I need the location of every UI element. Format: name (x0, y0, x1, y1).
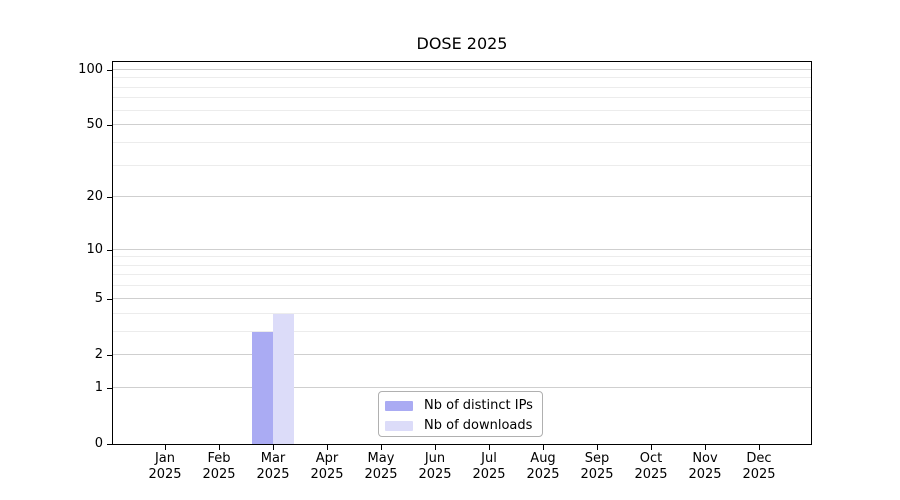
x-tick-label-oct: Oct 2025 (619, 451, 683, 483)
x-tick-mark-may (381, 445, 382, 450)
gridline-minor-30 (113, 164, 811, 166)
gridline-major-1 (113, 386, 811, 388)
y-tick-mark-10 (107, 249, 113, 251)
x-tick-label-aug: Aug 2025 (511, 451, 575, 483)
x-tick-year: 2025 (634, 467, 668, 482)
y-tick-label-5: 5 (94, 290, 103, 306)
x-tick-year: 2025 (418, 467, 452, 482)
x-tick-month: Nov (692, 451, 718, 466)
gridline-major-5 (113, 297, 811, 299)
x-tick-label-jun: Jun 2025 (403, 451, 467, 483)
x-tick-year: 2025 (742, 467, 776, 482)
gridline-minor-40 (113, 141, 811, 143)
y-tick-mark-0 (107, 444, 113, 445)
x-tick-month: Mar (260, 451, 286, 466)
x-tick-year: 2025 (148, 467, 182, 482)
legend-swatch-downloads (385, 421, 413, 431)
legend-label-downloads: Nb of downloads (424, 418, 533, 433)
x-tick-mark-dec (759, 445, 760, 450)
gridline-major-2 (113, 353, 811, 355)
gridline-minor-3 (113, 330, 811, 332)
x-tick-mark-apr (327, 445, 328, 450)
x-tick-year: 2025 (310, 467, 344, 482)
x-tick-label-mar: Mar 2025 (241, 451, 305, 483)
x-tick-mark-jul (489, 445, 490, 450)
x-tick-year: 2025 (364, 467, 398, 482)
y-tick-label-1: 1 (94, 379, 103, 395)
x-tick-label-feb: Feb 2025 (187, 451, 251, 483)
x-tick-month: Jun (424, 451, 446, 466)
y-tick-label-20: 20 (86, 189, 103, 205)
x-tick-month: Dec (746, 451, 772, 466)
x-tick-label-sep: Sep 2025 (565, 451, 629, 483)
x-tick-label-jan: Jan 2025 (133, 451, 197, 483)
gridline-minor-90 (113, 77, 811, 79)
x-tick-year: 2025 (472, 467, 506, 482)
gridline-minor-60 (113, 109, 811, 111)
y-tick-label-0: 0 (94, 436, 103, 451)
x-tick-month: Oct (639, 451, 663, 466)
x-tick-year: 2025 (688, 467, 722, 482)
x-tick-month: Sep (584, 451, 610, 466)
legend-label-distinct-ips: Nb of distinct IPs (424, 398, 533, 413)
x-tick-month: May (367, 451, 395, 466)
x-tick-label-may: May 2025 (349, 451, 413, 483)
y-tick-label-100: 100 (78, 61, 103, 77)
y-tick-mark-2 (107, 354, 113, 356)
x-tick-mark-nov (705, 445, 706, 450)
x-tick-month: Jul (481, 451, 497, 466)
x-tick-year: 2025 (526, 467, 560, 482)
plot-area: Nb of distinct IPs Nb of downloads (112, 61, 812, 445)
gridline-minor-8 (113, 264, 811, 266)
x-tick-month: Feb (207, 451, 231, 466)
x-tick-month: Aug (530, 451, 556, 466)
x-tick-mark-jun (435, 445, 436, 450)
x-tick-month: Jan (154, 451, 176, 466)
y-tick-label-10: 10 (86, 241, 103, 257)
x-tick-mark-oct (651, 445, 652, 450)
y-tick-label-50: 50 (86, 117, 103, 133)
y-tick-mark-5 (107, 298, 113, 300)
x-tick-mark-jan (165, 445, 166, 450)
legend-entry-downloads: Nb of downloads (385, 416, 542, 436)
y-tick-mark-100 (107, 69, 113, 71)
legend-entry-distinct-ips: Nb of distinct IPs (385, 396, 542, 416)
x-tick-mark-feb (219, 445, 220, 450)
gridline-minor-6 (113, 285, 811, 287)
legend-swatch-distinct-ips (385, 401, 413, 411)
x-tick-year: 2025 (256, 467, 290, 482)
gridline-minor-80 (113, 86, 811, 88)
gridline-minor-4 (113, 312, 811, 314)
x-tick-mark-aug (543, 445, 544, 450)
gridline-minor-70 (113, 97, 811, 99)
gridline-major-100 (113, 68, 811, 70)
chart-title: DOSE 2025 (416, 34, 508, 53)
y-tick-label-2: 2 (94, 346, 103, 362)
x-tick-label-jul: Jul 2025 (457, 451, 521, 483)
bar-distinct-ips-mar (252, 331, 273, 444)
gridline-major-50 (113, 124, 811, 126)
x-tick-mark-mar (273, 445, 274, 450)
bar-downloads-mar (273, 313, 294, 444)
x-tick-label-nov: Nov 2025 (673, 451, 737, 483)
y-tick-mark-1 (107, 387, 113, 389)
gridline-minor-9 (113, 256, 811, 258)
x-tick-year: 2025 (202, 467, 236, 482)
gridline-major-10 (113, 248, 811, 250)
gridline-minor-7 (113, 274, 811, 276)
x-tick-label-dec: Dec 2025 (727, 451, 791, 483)
x-tick-year: 2025 (580, 467, 614, 482)
y-tick-mark-20 (107, 197, 113, 199)
x-tick-mark-sep (597, 445, 598, 450)
x-tick-label-apr: Apr 2025 (295, 451, 359, 483)
y-tick-mark-50 (107, 125, 113, 127)
legend: Nb of distinct IPs Nb of downloads (378, 391, 543, 437)
gridline-major-20 (113, 196, 811, 198)
x-tick-month: Apr (315, 451, 339, 466)
